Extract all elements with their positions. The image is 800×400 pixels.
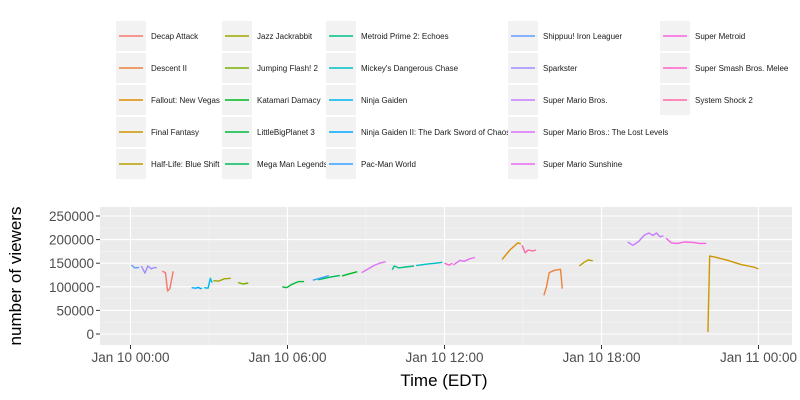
legend-label: System Shock 2: [695, 96, 753, 105]
legend-item-11: Mickey's Dangerous Chase: [326, 53, 459, 83]
legend-label: Super Mario Bros.: [543, 96, 607, 105]
series-lines: [130, 232, 759, 333]
series-line-8: [282, 280, 305, 289]
series-line-17: [627, 232, 664, 246]
y-tick-label: 150000: [49, 256, 94, 271]
series-line-6: [238, 281, 249, 285]
legend-item-3: Final Fantasy: [116, 117, 199, 147]
legend-item-13: Ninja Gaiden II: The Dark Sword of Chaos: [326, 117, 510, 147]
series-line-14: [312, 274, 330, 281]
y-axis: 0 50000 100000 150000 200000 250000: [49, 209, 100, 342]
legend-item-1: Descent II: [116, 53, 187, 83]
legend-item-5: Jazz Jackrabbit: [222, 21, 313, 51]
legend-label: Half-Life: Blue Shift: [151, 160, 220, 169]
legend-label: Decap Attack: [151, 32, 199, 41]
legend-item-15: Shippuu! Iron Leaguer: [508, 21, 623, 51]
legend-label: Sparkster: [543, 64, 578, 73]
y-tick-label: 50000: [56, 303, 94, 318]
legend-label: Ninja Gaiden: [361, 96, 407, 105]
legend-label: Fallout: New Vegas: [151, 96, 220, 105]
series-line-18: [361, 261, 386, 274]
legend-label: Mickey's Dangerous Chase: [361, 64, 459, 73]
legend-item-4: Half-Life: Blue Shift: [116, 149, 220, 179]
legend-label: LittleBigPlanet 3: [257, 128, 315, 137]
legend-item-16: Sparkster: [508, 53, 578, 83]
series-line-10: [391, 265, 415, 271]
legend-label: Jumping Flash! 2: [257, 64, 318, 73]
legend-label: Katamari Damacy: [257, 96, 321, 105]
series-line-9: [317, 274, 340, 281]
series-line-15: [130, 264, 140, 269]
legend-item-21: Super Smash Bros. Melee: [660, 53, 789, 83]
legend-item-8: LittleBigPlanet 3: [222, 117, 315, 147]
x-axis-title: Time (EDT): [400, 371, 487, 390]
legend-label: Mega Man Legends: [257, 160, 328, 169]
series-line-2: [501, 242, 522, 260]
legend-label: Shippuu! Iron Leaguer: [543, 32, 623, 41]
legend-item-2: Fallout: New Vegas: [116, 85, 220, 115]
x-tick-label: Jan 10 12:00: [405, 350, 483, 365]
legend: Decap Attack Descent II Fallout: New Vegas…: [116, 21, 789, 179]
y-tick-label: 0: [86, 327, 94, 342]
series-line-22: [521, 245, 537, 254]
x-tick-label: Jan 10 00:00: [91, 350, 169, 365]
legend-item-9: Mega Man Legends: [222, 149, 328, 179]
x-tick-label: Jan 10 06:00: [248, 350, 326, 365]
series-line-3: [707, 255, 759, 333]
y-tick-label: 250000: [49, 209, 94, 224]
series-line-11: [416, 261, 443, 267]
legend-label: Ninja Gaiden II: The Dark Sword of Chaos: [361, 128, 510, 137]
legend-label: Super Smash Bros. Melee: [695, 64, 789, 73]
x-tick-label: Jan 11 00:00: [720, 350, 797, 365]
x-axis: Jan 10 00:00 Jan 10 06:00 Jan 10 12:00 Jan …: [91, 345, 797, 365]
legend-label: Pac-Man World: [361, 160, 416, 169]
legend-item-0: Decap Attack: [116, 21, 199, 51]
legend-item-17: Super Mario Bros.: [508, 85, 607, 115]
legend-label: Final Fantasy: [151, 128, 199, 137]
series-line-7: [341, 271, 358, 277]
series-line-19: [452, 256, 476, 266]
series-line-13: [191, 286, 203, 290]
series-line-12: [204, 277, 213, 289]
series-line-4: [578, 259, 593, 267]
legend-label: Super Mario Sunshine: [543, 160, 623, 169]
legend-label: Descent II: [151, 64, 187, 73]
series-line-16: [140, 265, 157, 274]
x-tick-label: Jan 10 18:00: [562, 350, 640, 365]
legend-item-6: Jumping Flash! 2: [222, 53, 318, 83]
series-line-1: [543, 268, 563, 296]
series-line-21: [444, 262, 453, 266]
y-tick-label: 100000: [49, 280, 94, 295]
legend-item-10: Metroid Prime 2: Echoes: [326, 21, 449, 51]
legend-item-22: System Shock 2: [660, 85, 753, 115]
legend-item-14: Pac-Man World: [326, 149, 416, 179]
legend-item-18: Super Mario Bros.: The Lost Levels: [508, 117, 668, 147]
legend-label: Super Metroid: [695, 32, 745, 41]
y-axis-title: number of viewers: [6, 207, 25, 346]
legend-item-20: Super Metroid: [660, 21, 745, 51]
series-line-5: [213, 277, 231, 282]
legend-item-12: Ninja Gaiden: [326, 85, 407, 115]
series-line-20: [665, 237, 707, 245]
legend-item-7: Katamari Damacy: [222, 85, 321, 115]
legend-item-19: Super Mario Sunshine: [508, 149, 623, 179]
legend-label: Metroid Prime 2: Echoes: [361, 32, 449, 41]
legend-label: Jazz Jackrabbit: [257, 32, 313, 41]
legend-label: Super Mario Bros.: The Lost Levels: [543, 128, 668, 137]
y-tick-label: 200000: [49, 233, 94, 248]
grid-lines: [100, 207, 792, 345]
series-line-0: [162, 270, 174, 292]
